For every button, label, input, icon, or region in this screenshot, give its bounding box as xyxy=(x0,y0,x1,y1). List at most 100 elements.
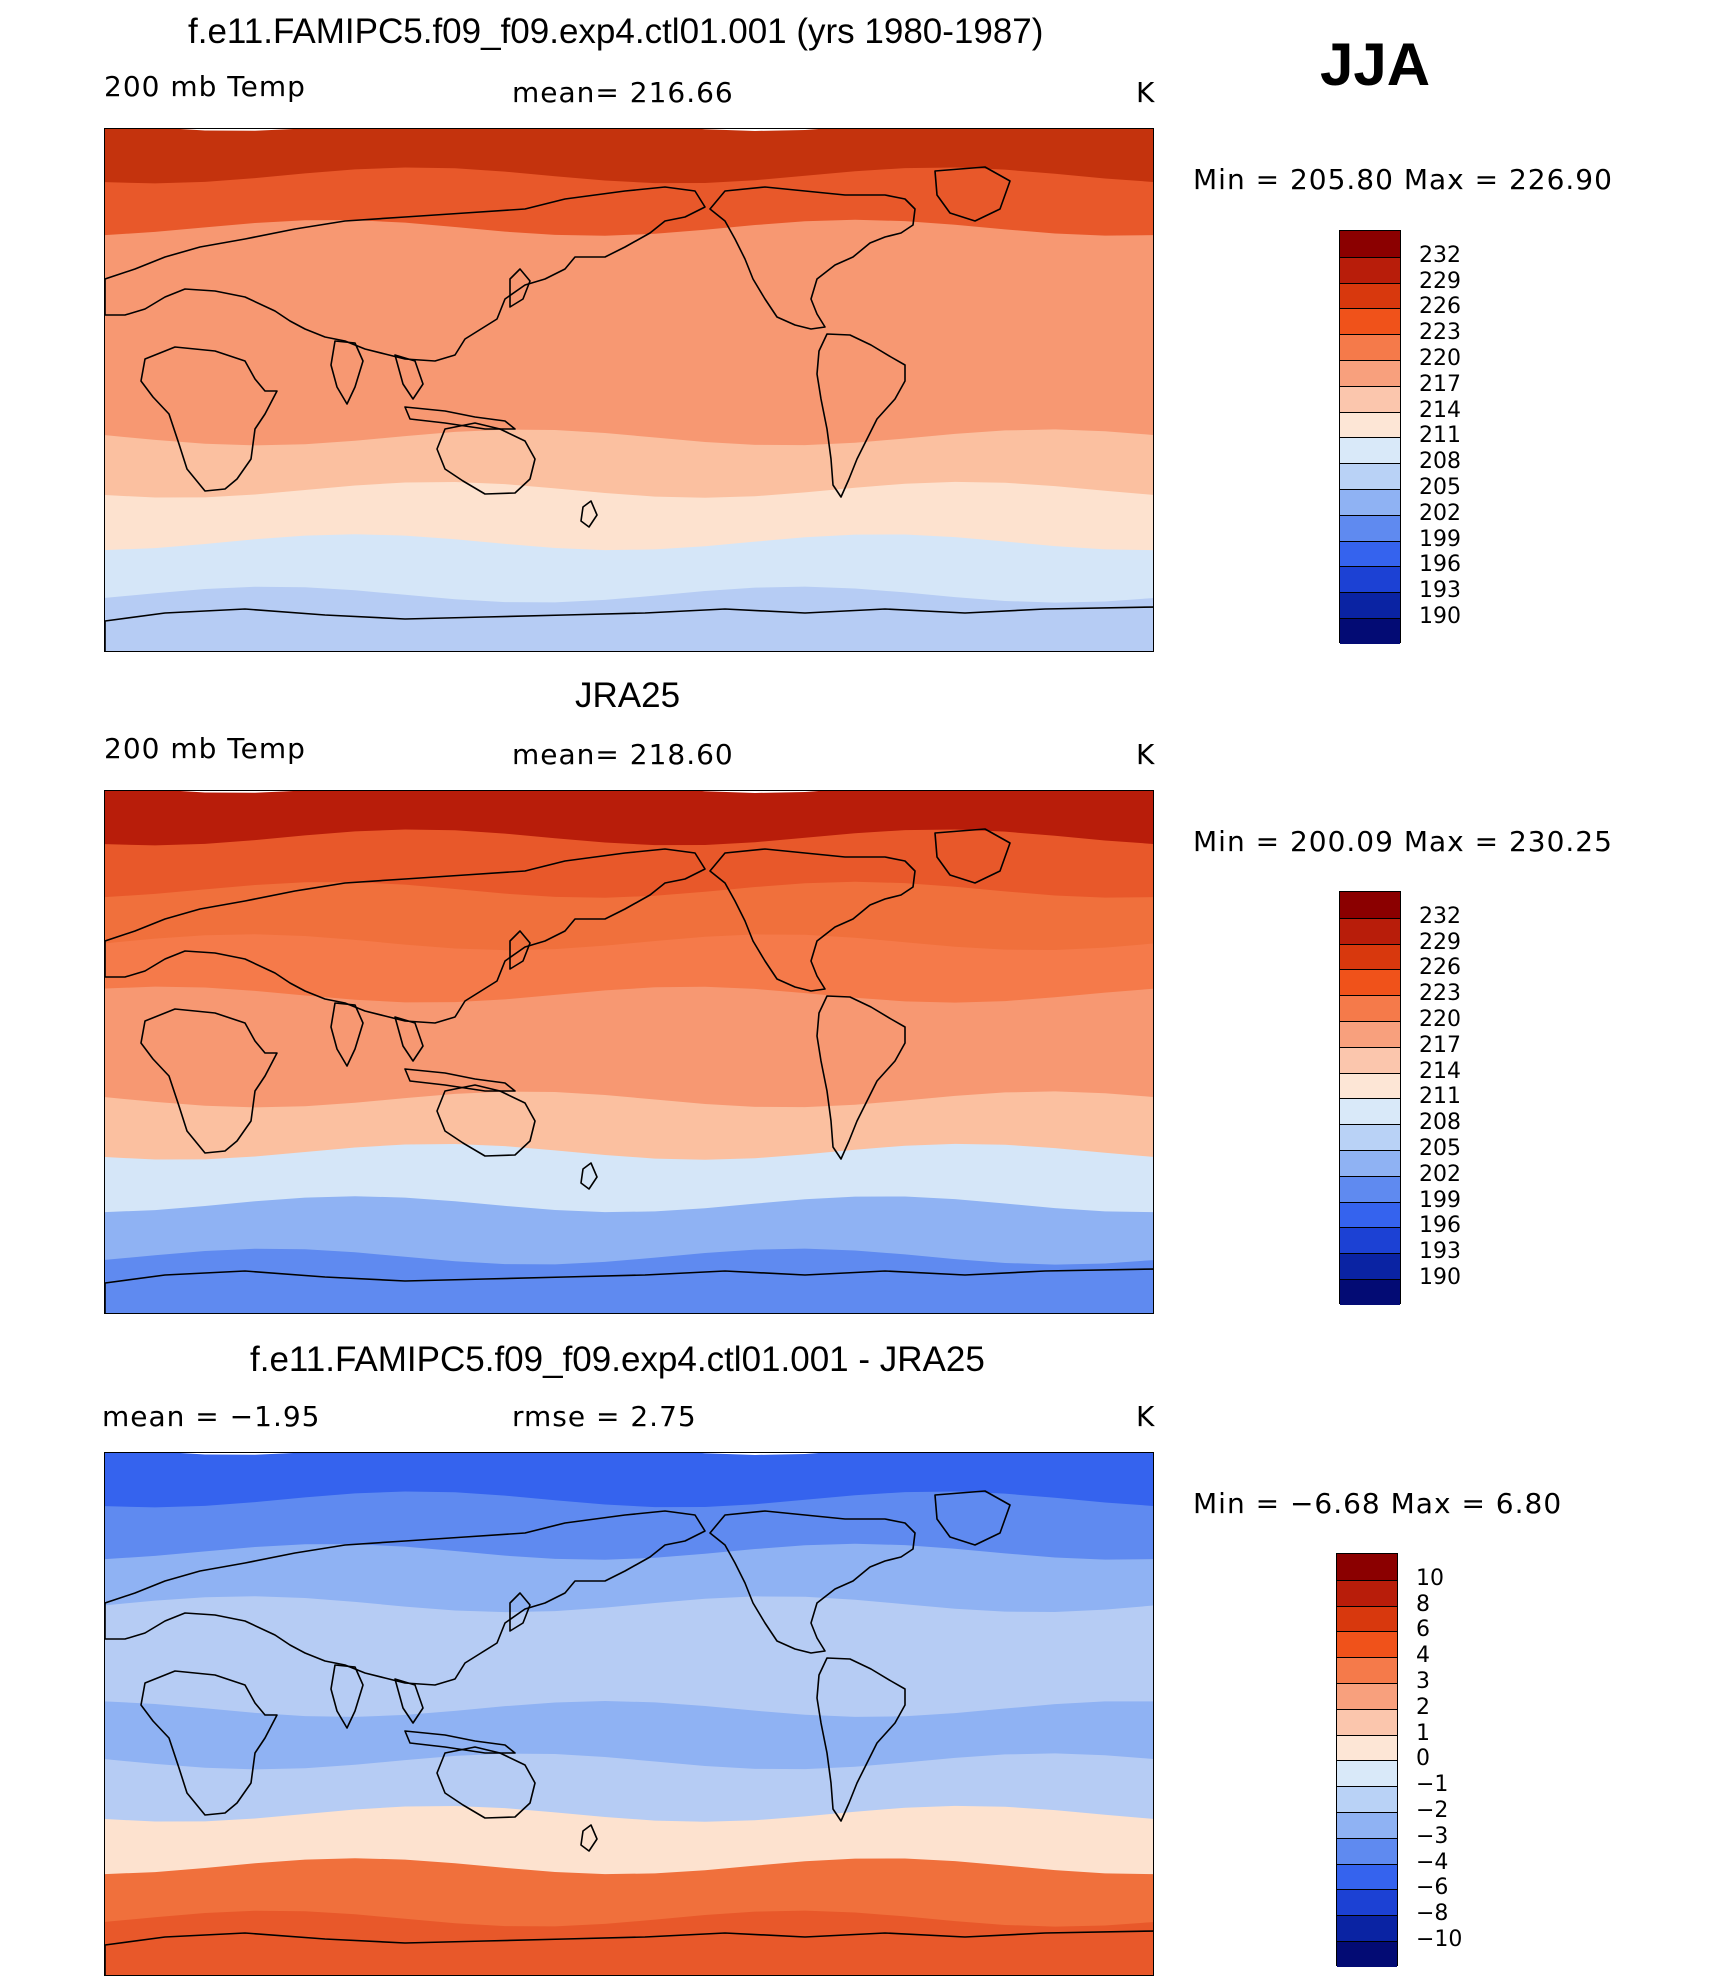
coastline xyxy=(105,606,1153,651)
coastline xyxy=(105,848,706,1024)
colorbar-tick-label: 4 xyxy=(1416,1643,1430,1669)
colorbar-tick-label: 226 xyxy=(1419,294,1461,320)
colorbar-tick-label: 232 xyxy=(1419,903,1461,929)
panel-2-variable-label: 200 mb Temp xyxy=(104,732,306,765)
contour-band xyxy=(105,324,1153,405)
coastline xyxy=(709,848,916,992)
colorbar-tick-label: 223 xyxy=(1419,981,1461,1007)
colorbar-tick-label: 196 xyxy=(1419,552,1461,578)
colorbar-tick-label: −1 xyxy=(1416,1772,1449,1798)
colorbar-cell xyxy=(1340,1098,1400,1125)
coastline xyxy=(105,1268,1153,1313)
colorbar-box xyxy=(1339,230,1401,644)
colorbar-cell xyxy=(1340,969,1400,996)
colorbar-tick-label: 10 xyxy=(1416,1565,1444,1591)
colorbar-cell xyxy=(1340,943,1400,970)
panel-3-units-label: K xyxy=(1136,1400,1156,1433)
coastline xyxy=(509,268,531,308)
colorbar-cell xyxy=(1337,1554,1397,1580)
panel-3-rmse-label: rmse = 2.75 xyxy=(512,1400,697,1433)
season-label: JJA xyxy=(1320,31,1431,98)
coastline xyxy=(580,1162,598,1190)
colorbar-cell xyxy=(1340,360,1400,386)
coastline xyxy=(394,1678,424,1724)
colorbar-tick-label: 226 xyxy=(1419,955,1461,981)
panel-3-title: f.e11.FAMIPC5.f09_f09.exp4.ctl01.001 - J… xyxy=(250,1340,985,1379)
coastline xyxy=(580,500,598,528)
panel-2-title: JRA25 xyxy=(575,676,681,715)
colorbar-cell xyxy=(1340,334,1400,360)
contour-band xyxy=(105,272,1153,353)
colorbar-tick-label: 214 xyxy=(1419,397,1461,423)
colorbar-cell xyxy=(1340,256,1400,283)
coastline xyxy=(404,1730,516,1754)
colorbar-tick-label: 190 xyxy=(1419,1265,1461,1290)
panel-1-title: f.e11.FAMIPC5.f09_f09.exp4.ctl01.001 (yr… xyxy=(188,12,1044,51)
colorbar-tick-label: 6 xyxy=(1416,1617,1430,1643)
colorbar-tick-label: 211 xyxy=(1419,1084,1461,1110)
colorbar-cell xyxy=(1337,1683,1397,1709)
coastline xyxy=(105,1930,1153,1975)
colorbar-cell xyxy=(1340,514,1400,541)
coastline xyxy=(580,1824,598,1852)
coastline xyxy=(330,1664,364,1729)
colorbar-tick-label: 193 xyxy=(1419,578,1461,604)
panel-1-variable-label: 200 mb Temp xyxy=(104,70,306,103)
colorbar-tick-label: 202 xyxy=(1419,1161,1461,1187)
colorbar-cell xyxy=(1340,540,1400,567)
colorbar-cell xyxy=(1340,1046,1400,1073)
colorbar-tick-label: 196 xyxy=(1419,1213,1461,1239)
colorbar-tick-label: 3 xyxy=(1416,1669,1430,1694)
colorbar-cell xyxy=(1340,489,1400,515)
panel-3-minmax: Min = −6.68 Max = 6.80 xyxy=(1193,1487,1563,1520)
colorbar-tick-label: 214 xyxy=(1419,1058,1461,1084)
colorbar-cell xyxy=(1340,1124,1400,1150)
contour-band xyxy=(105,1910,1153,1975)
coastline xyxy=(394,1016,424,1062)
colorbar-cell xyxy=(1340,892,1400,918)
colorbar-tick-label: 229 xyxy=(1419,929,1461,955)
colorbar-cell xyxy=(1337,1605,1397,1632)
coastline xyxy=(509,1592,531,1632)
colorbar-tick-label: 190 xyxy=(1419,604,1461,629)
colorbar-cell xyxy=(1340,592,1400,618)
panel-2-units-label: K xyxy=(1136,738,1156,771)
coastline xyxy=(105,1510,706,1686)
colorbar-tick-label: 220 xyxy=(1419,1007,1461,1032)
colorbar-cell xyxy=(1337,1837,1397,1864)
colorbar-cell xyxy=(1340,1227,1400,1254)
coastline xyxy=(404,406,516,430)
coastline xyxy=(816,1657,906,1822)
colorbar-cell xyxy=(1340,1021,1400,1047)
colorbar-cell xyxy=(1340,463,1400,489)
colorbar-cell xyxy=(1337,1708,1397,1735)
colorbar-tick-label: 199 xyxy=(1419,1187,1461,1213)
colorbar-tick-label: −10 xyxy=(1416,1927,1463,1952)
colorbar-cell xyxy=(1340,1175,1400,1202)
colorbar-cell xyxy=(1337,1812,1397,1838)
colorbar-cell xyxy=(1337,1760,1397,1787)
colorbar-box xyxy=(1339,891,1401,1305)
coastline xyxy=(816,333,906,498)
colorbar-tick-label: 208 xyxy=(1419,449,1461,475)
colorbar-cell xyxy=(1337,1915,1397,1941)
coastline xyxy=(404,1068,516,1092)
colorbar-cell xyxy=(1337,1786,1397,1812)
contour-band xyxy=(105,934,1153,1015)
contour-band xyxy=(105,586,1153,651)
colorbar-cell xyxy=(1340,231,1400,257)
colorbar-tick-label: −3 xyxy=(1416,1823,1449,1849)
panel-2-mean-label: mean= 218.60 xyxy=(512,738,734,771)
colorbar-cell xyxy=(1340,1201,1400,1228)
contour-band xyxy=(105,1701,1153,1782)
colorbar-tick-label: 208 xyxy=(1419,1110,1461,1136)
contour-band xyxy=(105,1648,1153,1729)
colorbar-tick-label: 199 xyxy=(1419,526,1461,552)
colorbar-tick-label: −4 xyxy=(1416,1849,1449,1875)
panel-1-map-svg xyxy=(105,129,1153,651)
colorbar-tick-label: 229 xyxy=(1419,268,1461,294)
colorbar-cell xyxy=(1337,1579,1397,1606)
panel-1-mean-label: mean= 216.66 xyxy=(512,76,734,109)
panel-3-map-svg xyxy=(105,1453,1153,1975)
coastline xyxy=(436,422,536,495)
